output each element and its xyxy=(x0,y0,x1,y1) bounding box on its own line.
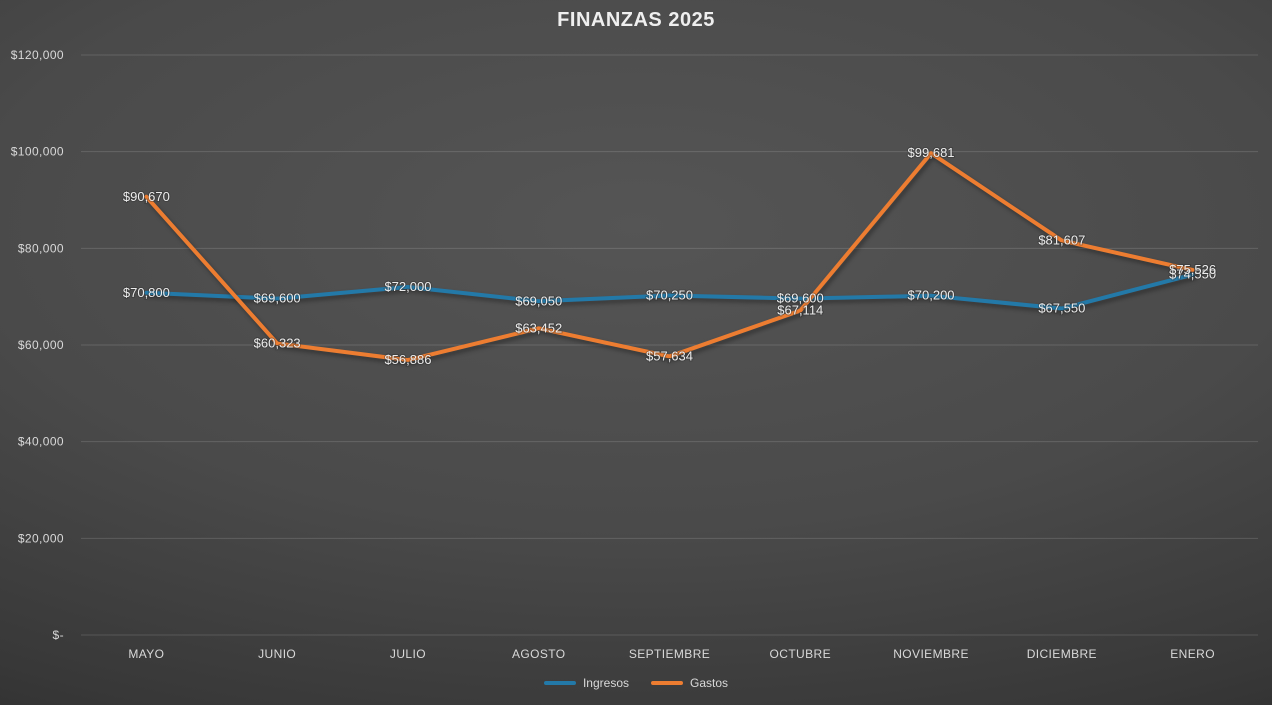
chart-title: FINANZAS 2025 xyxy=(557,9,715,31)
legend-item-gastos: Gastos xyxy=(651,676,728,690)
legend-label: Ingresos xyxy=(582,676,629,690)
x-tick-label: ENERO xyxy=(1170,647,1215,661)
x-tick-label: DICIEMBRE xyxy=(1027,647,1097,661)
legend-swatch-ingresos xyxy=(543,681,576,685)
series-line-gastos xyxy=(144,151,1195,363)
data-label-gastos: $67,114 xyxy=(777,303,823,318)
x-tick-label: MAYO xyxy=(128,647,164,661)
y-tick-label: $80,000 xyxy=(18,241,64,255)
y-tick-label: $- xyxy=(53,628,64,642)
legend-label: Gastos xyxy=(690,676,729,690)
data-label-ingresos: $69,600 xyxy=(777,291,824,306)
x-tick-label: SEPTIEMBRE xyxy=(629,647,710,661)
data-label-ingresos: $72,000 xyxy=(384,279,431,294)
data-label-gastos: $75,526 xyxy=(1169,262,1216,277)
data-label-ingresos: $70,250 xyxy=(646,287,693,302)
x-tick-label: OCTUBRE xyxy=(770,647,831,661)
data-label-ingresos: $70,200 xyxy=(908,288,955,303)
y-tick-label: $20,000 xyxy=(18,531,64,545)
x-tick-label: NOVIEMBRE xyxy=(893,647,969,661)
data-label-gastos: $81,607 xyxy=(1038,233,1085,248)
y-tick-label: $100,000 xyxy=(11,145,64,159)
y-tick-label: $120,000 xyxy=(11,48,64,62)
data-label-gastos: $56,886 xyxy=(384,352,431,367)
data-label-ingresos: $74,550 xyxy=(1169,267,1216,282)
data-label-gastos: $99,681 xyxy=(908,145,955,160)
series-line-ingresos xyxy=(144,272,1195,311)
legend-item-ingresos: Ingresos xyxy=(543,676,629,690)
data-label-ingresos: $67,550 xyxy=(1038,301,1085,316)
data-label-ingresos: $70,800 xyxy=(123,285,170,300)
data-label-gastos: $63,452 xyxy=(515,320,562,335)
y-tick-label: $40,000 xyxy=(18,435,64,449)
data-label-gastos: $57,634 xyxy=(646,348,693,363)
legend-swatch-gastos xyxy=(651,681,683,685)
legend: Ingresos Gastos xyxy=(0,676,1272,690)
x-tick-label: AGOSTO xyxy=(512,647,566,661)
data-label-gastos: $90,670 xyxy=(123,189,170,204)
y-tick-label: $60,000 xyxy=(18,338,64,352)
x-tick-label: JUNIO xyxy=(258,647,296,661)
data-label-ingresos: $69,600 xyxy=(254,291,301,306)
x-tick-label: JULIO xyxy=(390,647,426,661)
data-label-ingresos: $69,050 xyxy=(515,293,562,308)
data-label-gastos: $60,323 xyxy=(254,335,301,350)
